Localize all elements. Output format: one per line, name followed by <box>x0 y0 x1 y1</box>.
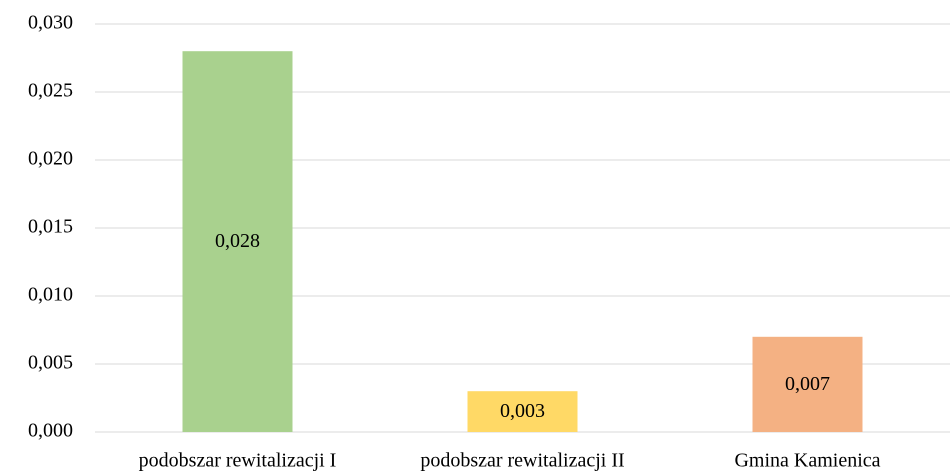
y-tick-label: 0,015 <box>28 216 73 238</box>
x-tick-label: podobszar rewitalizacji II <box>420 450 624 472</box>
y-tick-label: 0,000 <box>28 420 73 442</box>
y-tick-label: 0,005 <box>28 352 73 374</box>
y-tick-label: 0,020 <box>28 148 73 170</box>
bar <box>752 336 863 432</box>
value-label: 0,028 <box>215 230 260 252</box>
bar <box>182 51 293 432</box>
x-tick-label: Gmina Kamienica <box>734 450 880 472</box>
bar <box>467 391 578 432</box>
y-tick-label: 0,025 <box>28 80 73 102</box>
y-tick-label: 0,030 <box>28 12 73 34</box>
value-label: 0,007 <box>785 373 830 395</box>
y-tick-label: 0,010 <box>28 284 73 306</box>
value-label: 0,003 <box>500 400 545 422</box>
x-tick-label: podobszar rewitalizacji I <box>139 450 337 472</box>
